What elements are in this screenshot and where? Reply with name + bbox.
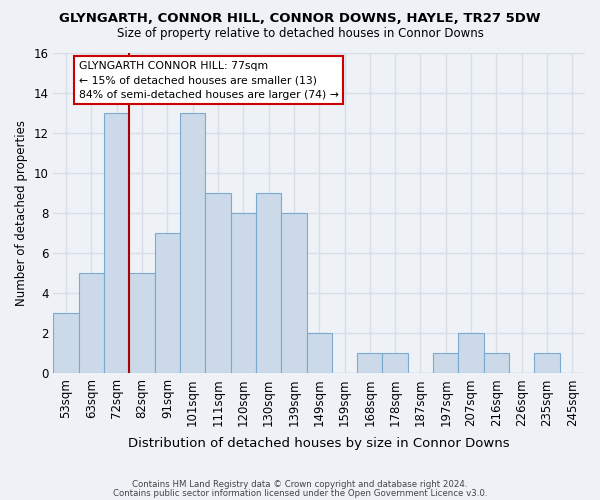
- Text: Contains HM Land Registry data © Crown copyright and database right 2024.: Contains HM Land Registry data © Crown c…: [132, 480, 468, 489]
- Bar: [256, 193, 281, 374]
- Bar: [180, 112, 205, 374]
- Bar: [357, 354, 382, 374]
- Bar: [535, 354, 560, 374]
- Bar: [281, 213, 307, 374]
- Bar: [458, 334, 484, 374]
- Text: GLYNGARTH CONNOR HILL: 77sqm
← 15% of detached houses are smaller (13)
84% of se: GLYNGARTH CONNOR HILL: 77sqm ← 15% of de…: [79, 60, 338, 100]
- X-axis label: Distribution of detached houses by size in Connor Downs: Distribution of detached houses by size …: [128, 437, 510, 450]
- Bar: [104, 112, 130, 374]
- Bar: [155, 233, 180, 374]
- Bar: [307, 334, 332, 374]
- Bar: [230, 213, 256, 374]
- Bar: [79, 273, 104, 374]
- Text: GLYNGARTH, CONNOR HILL, CONNOR DOWNS, HAYLE, TR27 5DW: GLYNGARTH, CONNOR HILL, CONNOR DOWNS, HA…: [59, 12, 541, 26]
- Text: Contains public sector information licensed under the Open Government Licence v3: Contains public sector information licen…: [113, 489, 487, 498]
- Bar: [484, 354, 509, 374]
- Text: Size of property relative to detached houses in Connor Downs: Size of property relative to detached ho…: [116, 28, 484, 40]
- Bar: [382, 354, 408, 374]
- Bar: [205, 193, 230, 374]
- Bar: [130, 273, 155, 374]
- Bar: [433, 354, 458, 374]
- Y-axis label: Number of detached properties: Number of detached properties: [15, 120, 28, 306]
- Bar: [53, 313, 79, 374]
